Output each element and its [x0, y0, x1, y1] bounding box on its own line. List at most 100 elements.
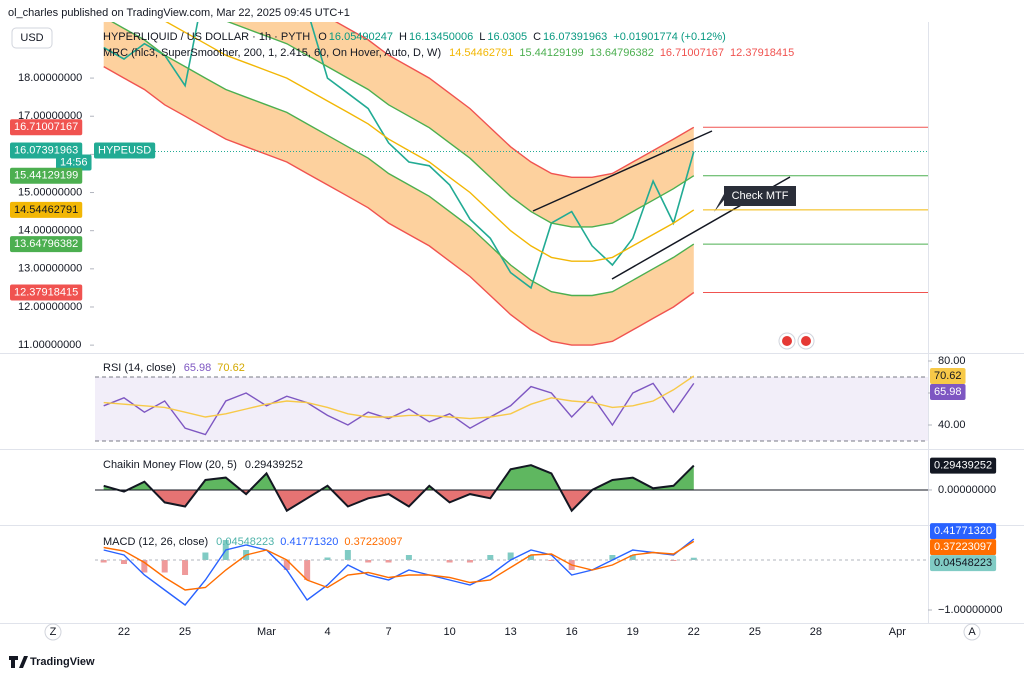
value-tag-label: 65.98	[934, 386, 962, 398]
auto-scale-icon[interactable]: A	[968, 626, 976, 638]
cmf-pane	[95, 464, 928, 513]
area-negative	[103, 489, 694, 511]
value-tag-label: 15.44129199	[14, 170, 78, 182]
currency[interactable]: USD	[20, 32, 43, 44]
value-tag: 0.41771320	[930, 523, 997, 540]
x-tick-label: 22	[118, 626, 130, 638]
legend-text: +0.01901774 (+0.12%)	[613, 31, 726, 43]
value-tag: 14:56	[56, 154, 92, 171]
value-tag: 13.64796382	[10, 236, 83, 253]
value-tag-label: 0.37223097	[934, 541, 992, 553]
y-tick-label: 0.00000000	[938, 484, 996, 496]
histogram-bar	[507, 552, 514, 560]
value-tag-label: 70.62	[934, 370, 962, 382]
callout[interactable]: Check MTF	[714, 186, 796, 212]
auto-scale-button[interactable]	[963, 623, 981, 641]
x-tick-label: Mar	[257, 626, 276, 638]
band-fill	[228, 22, 694, 227]
callout-box	[714, 186, 796, 212]
event-flags[interactable]	[778, 332, 815, 350]
value-tag-label: 16.71007167	[14, 121, 78, 133]
x-tick-label: 19	[627, 626, 639, 638]
timezone-button[interactable]	[44, 623, 62, 641]
y-tick-label: 14.00000000	[18, 225, 82, 237]
histogram-bar	[100, 560, 107, 563]
y-tick-label: 18.00000000	[18, 72, 82, 84]
legend-text: MACD (12, 26, close)	[103, 536, 208, 548]
value-tag: 16.71007167	[10, 119, 83, 136]
rsi-band	[95, 377, 928, 441]
histogram-bar	[528, 555, 534, 560]
y-tick-label: −1.00000000	[938, 604, 1003, 616]
histogram-bar	[161, 560, 168, 573]
histogram-bar	[324, 557, 331, 560]
value-tag-bg	[930, 457, 997, 474]
x-tick-label: 7	[385, 626, 391, 638]
legend-text: 70.62	[217, 362, 245, 374]
x-tick-label: 4	[324, 626, 330, 638]
value-tag-label: 13.64796382	[14, 238, 78, 250]
callout-text: Check MTF	[732, 190, 789, 202]
legend-text: 16.07391963	[543, 31, 607, 43]
histogram-bar	[385, 560, 392, 563]
legend-text: MRC (hlc3, SuperSmoother, 200, 1, 2.415,…	[103, 47, 441, 59]
x-tick-label: Apr	[889, 626, 906, 638]
value-tag: HYPEUSD	[94, 142, 156, 159]
legend-text: 14.54462791	[449, 47, 513, 59]
value-tag: 0.29439252	[930, 457, 997, 474]
x-tick-label: 22	[688, 626, 700, 638]
x-tick-label: 16	[566, 626, 578, 638]
publisher: ol_charles published on TradingView.com,…	[8, 7, 350, 19]
histogram-bar	[304, 560, 311, 580]
series-line	[103, 65, 695, 346]
histogram-bar	[446, 560, 453, 563]
legend-text: 16.71007167	[660, 47, 724, 59]
series-line	[334, 22, 695, 178]
series-line	[226, 22, 695, 228]
x-tick-label: 13	[505, 626, 517, 638]
value-tag-bg	[10, 167, 83, 184]
histogram-bar	[202, 552, 209, 560]
legend-text: Chaikin Money Flow (20, 5)	[103, 459, 237, 471]
histogram-bar	[629, 555, 636, 560]
value-tag-label: 14.54462791	[14, 204, 78, 216]
value-tag-bg	[930, 539, 997, 556]
event-flag-icon	[801, 336, 811, 346]
value-tag: 12.37918415	[10, 284, 83, 301]
value-tag-label: 14:56	[60, 156, 88, 168]
legend-text: 16.13450006	[409, 31, 473, 43]
macd-pane	[95, 538, 928, 606]
series-line	[103, 540, 695, 591]
histogram-bar	[487, 555, 494, 560]
band-fill	[103, 22, 694, 346]
histogram-bar	[365, 560, 372, 563]
series-line	[165, 22, 695, 262]
y-tick-label: 40.00	[938, 419, 966, 431]
legend-text: 0.41771320	[280, 536, 338, 548]
histogram-bar	[609, 555, 616, 560]
legend-text: 13.64796382	[590, 47, 654, 59]
legend-text: L	[479, 31, 485, 43]
timezone-icon[interactable]: Z	[50, 626, 57, 638]
x-tick-label: 10	[443, 626, 455, 638]
legend-text: 16.05490247	[329, 31, 393, 43]
y-tick-label: 17.00000000	[18, 110, 82, 122]
trend-line[interactable]	[532, 130, 713, 212]
legend-text: HYPERLIQUID / US DOLLAR · 1h · PYTH	[103, 31, 310, 43]
value-tag: 0.37223097	[930, 539, 997, 556]
y-tick-label: 12.00000000	[18, 301, 82, 313]
value-tag-bg	[930, 523, 997, 540]
x-tick-label: 25	[179, 626, 191, 638]
histogram-bar	[466, 560, 473, 563]
histogram-bar	[344, 550, 351, 560]
value-tag-label: 0.29439252	[934, 460, 992, 472]
series-line	[111, 22, 695, 297]
value-tag-bg	[10, 284, 83, 301]
series-line	[103, 22, 695, 290]
value-tag-bg	[930, 555, 997, 572]
currency-box[interactable]	[11, 27, 53, 49]
histogram-bar	[182, 560, 189, 575]
price-pane	[103, 22, 695, 346]
series-line	[103, 464, 695, 513]
